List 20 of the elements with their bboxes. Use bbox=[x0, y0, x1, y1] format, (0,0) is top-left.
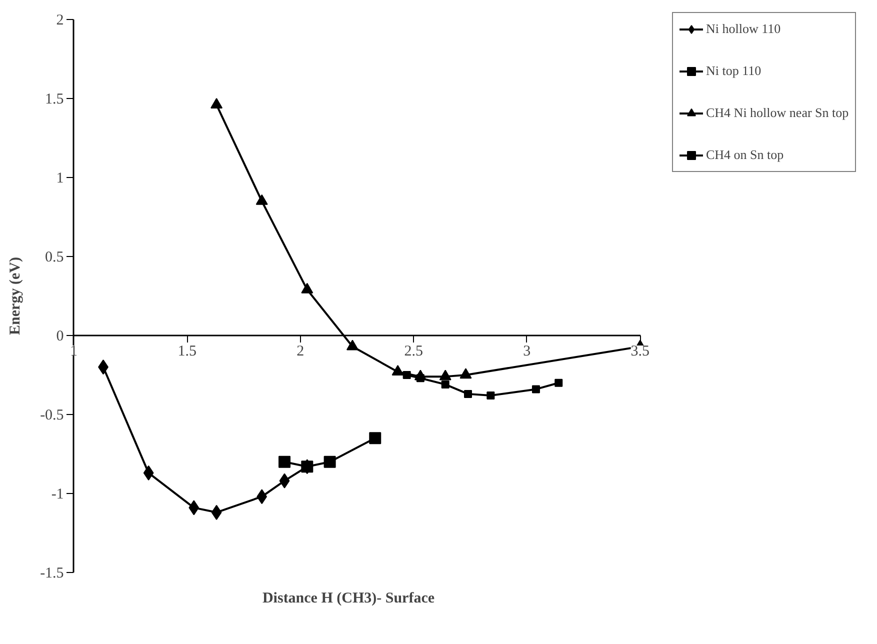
x-tick-label: 3 bbox=[523, 343, 531, 360]
y-tick-label: -1 bbox=[51, 486, 64, 502]
legend-label: Ni top 110 bbox=[706, 63, 762, 79]
x-tick-label: 2 bbox=[296, 343, 304, 360]
legend-label: CH4 Ni hollow near Sn top bbox=[706, 105, 849, 121]
y-tick-label: 0 bbox=[56, 328, 64, 344]
y-tick-label: -0.5 bbox=[40, 407, 64, 424]
x-tick-label: 3.5 bbox=[630, 343, 650, 360]
x-tick-label: 2.5 bbox=[404, 343, 424, 360]
x-tick-label: 1.5 bbox=[178, 343, 196, 360]
y-tick-label: -1.5 bbox=[40, 565, 64, 582]
y-axis-title: Energy (eV) bbox=[8, 257, 24, 335]
y-tick-label: 1.5 bbox=[45, 92, 64, 108]
y-tick-label: 1 bbox=[56, 170, 64, 187]
legend-label: CH4 on Sn top bbox=[706, 147, 784, 163]
x-axis-title: Distance H (CH3)- Surface bbox=[262, 590, 435, 606]
y-tick-label: 2 bbox=[56, 12, 64, 29]
legend-label: Ni hollow 110 bbox=[706, 21, 781, 37]
y-tick-label: 0.5 bbox=[45, 250, 64, 266]
x-tick-label: 1 bbox=[70, 343, 78, 360]
